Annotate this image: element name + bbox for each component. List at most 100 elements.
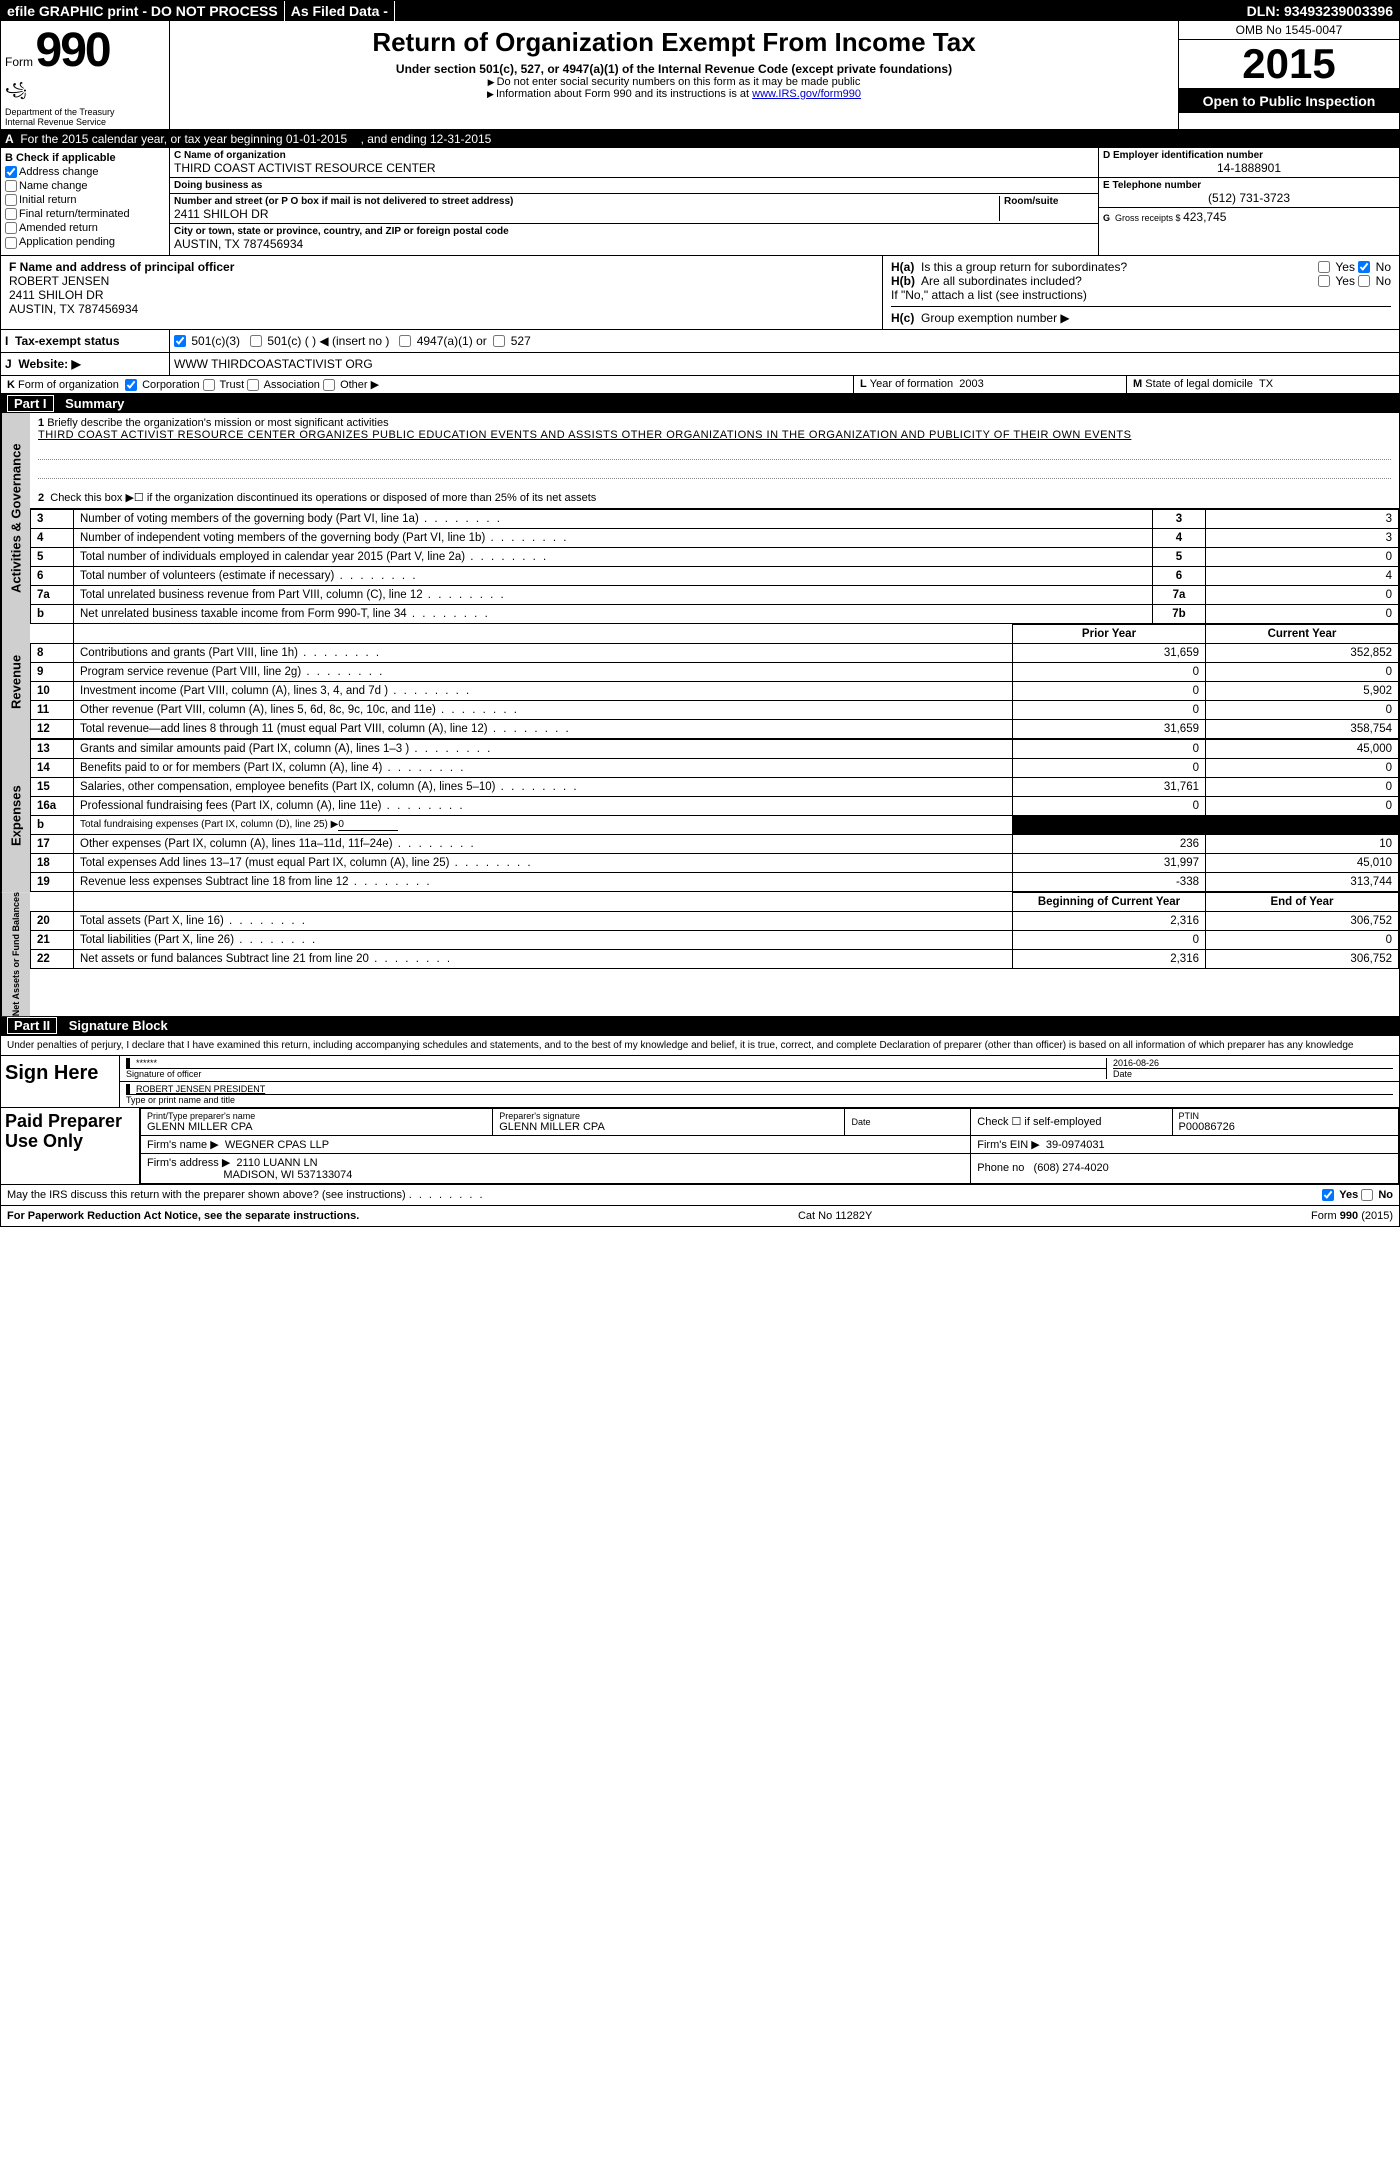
prior-year-value: 236 [1013, 834, 1206, 853]
table-row: 15Salaries, other compensation, employee… [31, 777, 1399, 796]
i-501c3-checkbox[interactable] [174, 335, 186, 347]
pp-ptin-label: PTIN [1179, 1111, 1392, 1121]
table-row: 13Grants and similar amounts paid (Part … [31, 739, 1399, 758]
sign-here-body: ****** Signature of officer 2016-08-26 D… [120, 1056, 1399, 1107]
k-other-checkbox[interactable] [323, 379, 335, 391]
footer-mid: Cat No 11282Y [798, 1210, 872, 1222]
line-number: 6 [31, 566, 74, 585]
prior-year-value: 31,761 [1013, 777, 1206, 796]
sign-here-block: Sign Here ****** Signature of officer 20… [1, 1055, 1399, 1107]
table-row: bNet unrelated business taxable income f… [31, 604, 1399, 623]
current-year-value: 10 [1206, 834, 1399, 853]
k-trust-checkbox[interactable] [203, 379, 215, 391]
b-checkbox[interactable] [5, 222, 17, 234]
hb-no: No [1376, 274, 1391, 288]
mission-block: 1 Briefly describe the organization's mi… [30, 413, 1399, 509]
discuss-yes: Yes [1339, 1189, 1358, 1201]
c-city: AUSTIN, TX 787456934 [174, 237, 1094, 251]
f-name: ROBERT JENSEN [9, 274, 109, 288]
current-year-value: 0 [1206, 777, 1399, 796]
row-a-text: For the 2015 calendar year, or tax year … [20, 132, 347, 146]
f-addr1: 2411 SHILOH DR [9, 288, 103, 302]
prior-year-header: Prior Year [1013, 624, 1206, 643]
section-activities-governance: Activities & Governance 1 Briefly descri… [1, 413, 1399, 624]
sign-here-label: Sign Here [1, 1056, 120, 1107]
net-assets-table: Beginning of Current YearEnd of Year20To… [30, 892, 1399, 969]
line-number: 21 [31, 930, 74, 949]
pp-phone-label: Phone no [977, 1162, 1024, 1174]
header-left: Form 990 ꧁ Department of the Treasury In… [1, 21, 170, 129]
irs-eagle-icon: ꧁ [5, 78, 165, 107]
b-checkbox[interactable] [5, 208, 17, 220]
discuss-no-checkbox[interactable] [1361, 1189, 1373, 1201]
tax-year: 2015 [1179, 40, 1399, 89]
instr-1-text: Do not enter social security numbers on … [497, 76, 861, 88]
ha-no-checkbox[interactable] [1358, 261, 1370, 273]
dots-filler [409, 1189, 485, 1201]
i-4947-checkbox[interactable] [399, 335, 411, 347]
d-label: D Employer identification number [1103, 150, 1395, 161]
col-b: B Check if applicable Address changeName… [1, 148, 170, 255]
k-corp-checkbox[interactable] [125, 379, 137, 391]
ha-yes-checkbox[interactable] [1318, 261, 1330, 273]
k-assoc-checkbox[interactable] [247, 379, 259, 391]
pp-ps-val: GLENN MILLER CPA [499, 1121, 838, 1133]
line-number: 14 [31, 758, 74, 777]
row-a-label: A [5, 132, 14, 146]
line-box: 3 [1153, 509, 1206, 528]
b-checkbox[interactable] [5, 166, 17, 178]
line-desc: Net unrelated business taxable income fr… [74, 604, 1153, 623]
line-number: 4 [31, 528, 74, 547]
table-row: 17Other expenses (Part IX, column (A), l… [31, 834, 1399, 853]
line2-num: 2 [38, 492, 44, 504]
b-checkbox-item: Address change [5, 166, 165, 178]
hb-yes: Yes [1335, 274, 1355, 288]
line-number: 19 [31, 872, 74, 891]
i-527-checkbox[interactable] [493, 335, 505, 347]
hb-no-checkbox[interactable] [1358, 275, 1370, 287]
hb-yes-checkbox[interactable] [1318, 275, 1330, 287]
discuss-yes-checkbox[interactable] [1322, 1189, 1334, 1201]
mission-blank-1 [38, 445, 1391, 460]
b-checkbox-item: Final return/terminated [5, 208, 165, 220]
k-text: Form of organization [18, 379, 119, 391]
f-addr2: AUSTIN, TX 787456934 [9, 302, 138, 316]
b-checkbox[interactable] [5, 180, 17, 192]
ha-label: H(a) [891, 260, 914, 274]
irs-link[interactable]: www.IRS.gov/form990 [752, 88, 861, 100]
line-desc: Total unrelated business revenue from Pa… [74, 585, 1153, 604]
prior-year-value: 31,659 [1013, 643, 1206, 662]
footer-row: For Paperwork Reduction Act Notice, see … [1, 1205, 1399, 1226]
prior-year-value: 0 [1013, 796, 1206, 815]
beginning-year-header: Beginning of Current Year [1013, 892, 1206, 911]
b-checkbox[interactable] [5, 237, 17, 249]
line-number: 16a [31, 796, 74, 815]
table-row: 4Number of independent voting members of… [31, 528, 1399, 547]
i-501c-checkbox[interactable] [250, 335, 262, 347]
side-label-ag: Activities & Governance [1, 413, 30, 624]
j-text: Website: [18, 357, 68, 371]
table-row: 19Revenue less expenses Subtract line 18… [31, 872, 1399, 891]
governance-table: 3Number of voting members of the governi… [30, 509, 1399, 624]
side-label-rev: Revenue [1, 624, 30, 739]
line-number: 9 [31, 662, 74, 681]
g-gross: 423,745 [1183, 210, 1226, 224]
b-checkbox-label: Address change [19, 166, 99, 178]
line-number: 20 [31, 911, 74, 930]
i-options: 501(c)(3) 501(c) ( ) ◀ (insert no ) 4947… [170, 330, 1399, 352]
k-trust: Trust [220, 379, 245, 391]
e-label: E Telephone number [1103, 180, 1395, 191]
current-year-value: 0 [1206, 796, 1399, 815]
revenue-table: Prior YearCurrent Year8Contributions and… [30, 624, 1399, 739]
i-527: 527 [511, 334, 531, 348]
prior-year-value: 0 [1013, 758, 1206, 777]
form-990-page: efile GRAPHIC print - DO NOT PROCESS As … [0, 0, 1400, 1227]
part-ii-header: Part II Signature Block [1, 1016, 1399, 1035]
line-number: 17 [31, 834, 74, 853]
b-checkbox-item: Application pending [5, 236, 165, 248]
line-desc: Professional fundraising fees (Part IX, … [74, 796, 1013, 815]
line1-num: 1 [38, 417, 44, 429]
current-year-value: 358,754 [1206, 719, 1399, 738]
b-checkbox[interactable] [5, 194, 17, 206]
shaded-cell [1206, 815, 1399, 834]
